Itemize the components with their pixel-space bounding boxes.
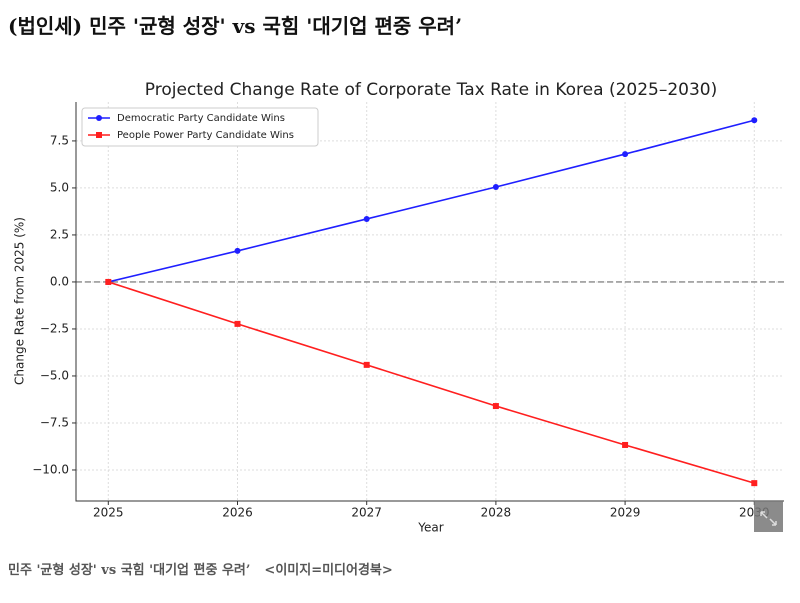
y-tick-label: 5.0 xyxy=(50,180,69,194)
marker xyxy=(234,247,241,254)
expand-button[interactable] xyxy=(754,501,783,532)
marker xyxy=(622,441,629,448)
legend-marker xyxy=(96,115,102,121)
legend-box xyxy=(81,107,319,147)
expand-icon[interactable] xyxy=(760,511,777,526)
y-tick-label: 7.5 xyxy=(50,133,69,147)
marker xyxy=(751,480,758,487)
caption-text: 민주 '균형 성장' vs 국힘 '대기업 편중 우려’ xyxy=(8,563,251,578)
y-tick-label: 2.5 xyxy=(50,227,69,241)
marker xyxy=(234,320,241,327)
x-tick-label: 2027 xyxy=(351,506,382,520)
legend-marker xyxy=(96,132,102,138)
chart: Projected Change Rate of Corporate Tax R… xyxy=(13,80,784,535)
marker xyxy=(751,117,758,124)
marker xyxy=(492,403,499,410)
y-tick-label: 0.0 xyxy=(50,274,69,288)
marker xyxy=(105,278,112,285)
source-text: <이미지=미디어경북> xyxy=(264,563,393,578)
marker xyxy=(622,151,629,158)
series-line xyxy=(108,281,755,484)
y-axis-label: Change Rate from 2025 (%) xyxy=(13,217,27,385)
y-tick-label: −5.0 xyxy=(40,368,69,382)
y-tick-label: −10.0 xyxy=(32,462,69,476)
x-axis-label: Year xyxy=(417,521,443,535)
caption: 민주 '균형 성장' vs 국힘 '대기업 편중 우려’ <이미지=미디어경북> xyxy=(8,559,393,578)
x-tick-label: 2028 xyxy=(481,506,512,520)
y-tick-label: −7.5 xyxy=(40,415,69,429)
marker xyxy=(363,215,370,222)
axes xyxy=(75,102,784,502)
x-tick-label: 2025 xyxy=(93,506,124,520)
series-line xyxy=(108,119,755,283)
y-tick-label: −2.5 xyxy=(40,321,69,335)
x-tick-label: 2029 xyxy=(610,506,641,520)
chart-title: Projected Change Rate of Corporate Tax R… xyxy=(145,80,718,100)
marker xyxy=(492,183,499,190)
legend-label: People Power Party Candidate Wins xyxy=(117,130,294,141)
marker xyxy=(363,361,370,368)
headline: (법인세) 민주 '균형 성장' vs 국힘 '대기업 편중 우려’ xyxy=(8,14,463,38)
legend-label: Democratic Party Candidate Wins xyxy=(117,113,285,124)
expand-bg[interactable] xyxy=(754,501,783,532)
x-tick-label: 2026 xyxy=(222,506,253,520)
